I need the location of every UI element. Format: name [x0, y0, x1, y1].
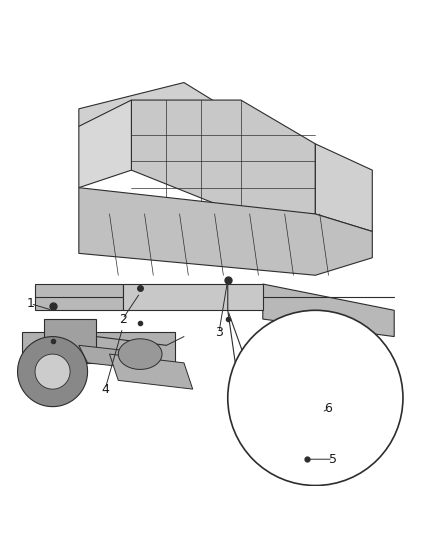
Polygon shape — [79, 345, 166, 372]
Text: 3: 3 — [215, 326, 223, 338]
Polygon shape — [291, 354, 322, 367]
Polygon shape — [241, 424, 377, 450]
Polygon shape — [44, 319, 96, 354]
Polygon shape — [35, 354, 70, 389]
Polygon shape — [280, 393, 342, 424]
Text: 2: 2 — [119, 312, 127, 326]
Polygon shape — [315, 144, 372, 231]
Polygon shape — [293, 442, 320, 459]
Polygon shape — [79, 100, 131, 188]
Circle shape — [228, 310, 403, 486]
Polygon shape — [35, 284, 123, 310]
Text: 1: 1 — [27, 297, 35, 310]
Polygon shape — [22, 332, 175, 363]
Polygon shape — [118, 339, 162, 369]
Polygon shape — [123, 284, 263, 310]
Polygon shape — [296, 354, 318, 407]
Polygon shape — [263, 284, 394, 336]
Text: 5: 5 — [329, 453, 337, 466]
Polygon shape — [79, 83, 241, 144]
Text: 4: 4 — [101, 383, 109, 395]
Polygon shape — [131, 100, 315, 214]
Polygon shape — [79, 188, 372, 275]
Polygon shape — [18, 337, 88, 407]
Text: 6: 6 — [325, 402, 332, 415]
Polygon shape — [110, 354, 193, 389]
